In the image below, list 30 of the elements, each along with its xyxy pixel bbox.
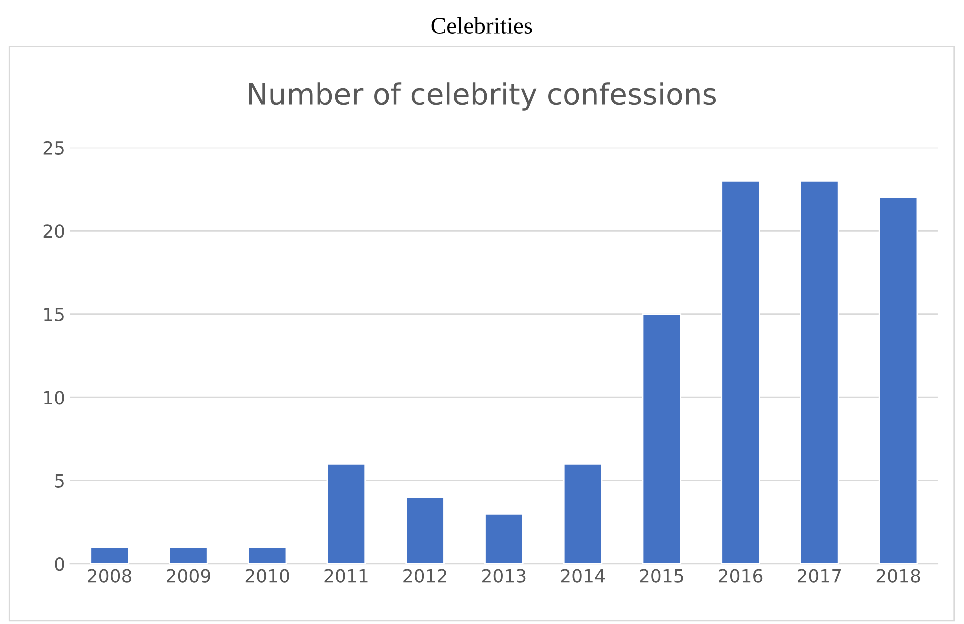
x-tick-label: 2013 <box>482 569 526 583</box>
bar <box>484 513 524 564</box>
x-tick-label: 2018 <box>876 569 920 583</box>
x-tick-label: 2012 <box>404 569 446 583</box>
x-tick-label: 2011 <box>324 569 368 583</box>
bar <box>326 464 366 564</box>
x-tick-label: 2017 <box>798 569 842 583</box>
bar <box>800 180 840 564</box>
bar <box>90 546 130 564</box>
x-tick-label: 2015 <box>640 569 684 583</box>
y-tick-label: 25 <box>44 141 64 156</box>
y-tick-label: 10 <box>44 391 64 405</box>
chart-title: Number of celebrity confessions <box>249 82 716 111</box>
y-tick-label: 0 <box>55 558 64 572</box>
bar <box>248 546 288 564</box>
y-tick-label: 20 <box>44 224 64 238</box>
bar <box>878 197 918 564</box>
x-tick-label: 2008 <box>88 569 132 583</box>
x-tick-label: 2016 <box>719 569 763 583</box>
x-tick-label: 2014 <box>561 569 606 583</box>
text: Celebrities <box>432 17 532 34</box>
bar <box>169 546 208 564</box>
bar <box>642 314 682 564</box>
x-tick-label: 2010 <box>246 569 290 583</box>
bar <box>721 180 760 564</box>
y-tick-label: 15 <box>44 308 64 322</box>
y-tick-label: 5 <box>55 474 64 488</box>
bar <box>406 496 445 564</box>
bar <box>563 464 603 564</box>
x-tick-label: 2009 <box>167 569 210 583</box>
